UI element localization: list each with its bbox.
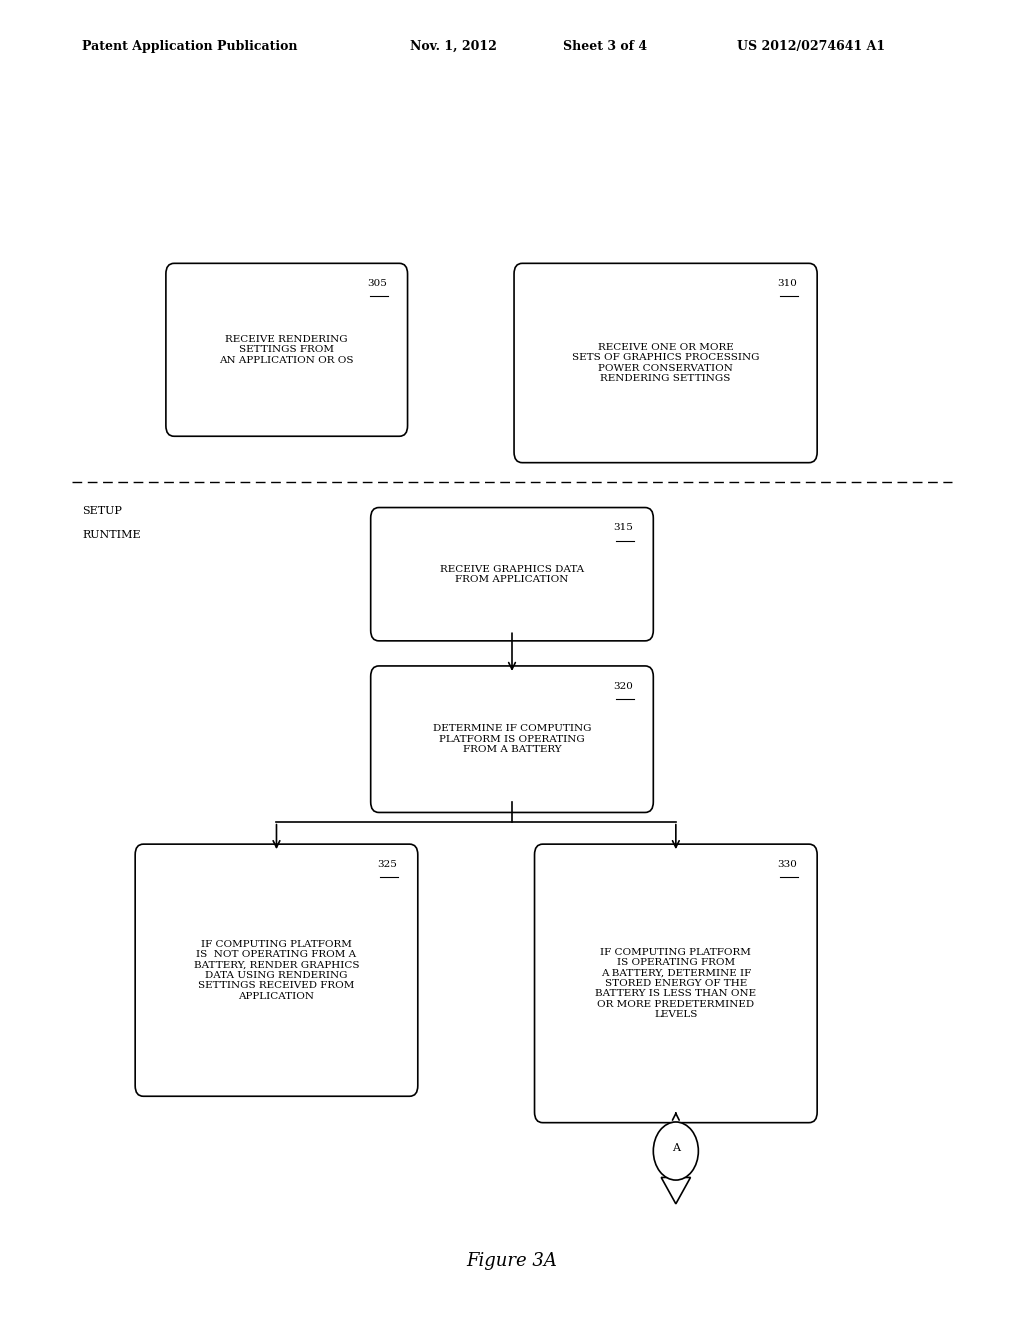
Text: Sheet 3 of 4: Sheet 3 of 4 [563, 40, 647, 53]
Text: 305: 305 [368, 280, 387, 288]
Text: 325: 325 [378, 861, 397, 869]
Text: US 2012/0274641 A1: US 2012/0274641 A1 [737, 40, 886, 53]
Text: Figure 3A: Figure 3A [467, 1251, 557, 1270]
FancyBboxPatch shape [514, 263, 817, 463]
Text: SETUP: SETUP [82, 506, 122, 516]
Polygon shape [662, 1177, 690, 1204]
Text: RECEIVE ONE OR MORE
SETS OF GRAPHICS PROCESSING
POWER CONSERVATION
RENDERING SET: RECEIVE ONE OR MORE SETS OF GRAPHICS PRO… [571, 343, 760, 383]
Text: RECEIVE GRAPHICS DATA
FROM APPLICATION: RECEIVE GRAPHICS DATA FROM APPLICATION [440, 565, 584, 583]
Text: 315: 315 [613, 524, 633, 532]
FancyBboxPatch shape [371, 667, 653, 812]
FancyBboxPatch shape [166, 263, 408, 436]
Text: IF COMPUTING PLATFORM
IS  NOT OPERATING FROM A
BATTERY, RENDER GRAPHICS
DATA USI: IF COMPUTING PLATFORM IS NOT OPERATING F… [194, 940, 359, 1001]
FancyBboxPatch shape [535, 845, 817, 1122]
Text: DETERMINE IF COMPUTING
PLATFORM IS OPERATING
FROM A BATTERY: DETERMINE IF COMPUTING PLATFORM IS OPERA… [433, 725, 591, 754]
Text: A: A [672, 1143, 680, 1154]
FancyBboxPatch shape [371, 508, 653, 642]
Text: RECEIVE RENDERING
SETTINGS FROM
AN APPLICATION OR OS: RECEIVE RENDERING SETTINGS FROM AN APPLI… [219, 335, 354, 364]
Text: IF COMPUTING PLATFORM
IS OPERATING FROM
A BATTERY, DETERMINE IF
STORED ENERGY OF: IF COMPUTING PLATFORM IS OPERATING FROM … [595, 948, 757, 1019]
Text: Nov. 1, 2012: Nov. 1, 2012 [410, 40, 497, 53]
Text: RUNTIME: RUNTIME [82, 529, 140, 540]
Circle shape [653, 1122, 698, 1180]
Text: 310: 310 [777, 280, 797, 288]
Text: 330: 330 [777, 861, 797, 869]
Text: Patent Application Publication: Patent Application Publication [82, 40, 297, 53]
Text: 320: 320 [613, 681, 633, 690]
FancyBboxPatch shape [135, 845, 418, 1096]
